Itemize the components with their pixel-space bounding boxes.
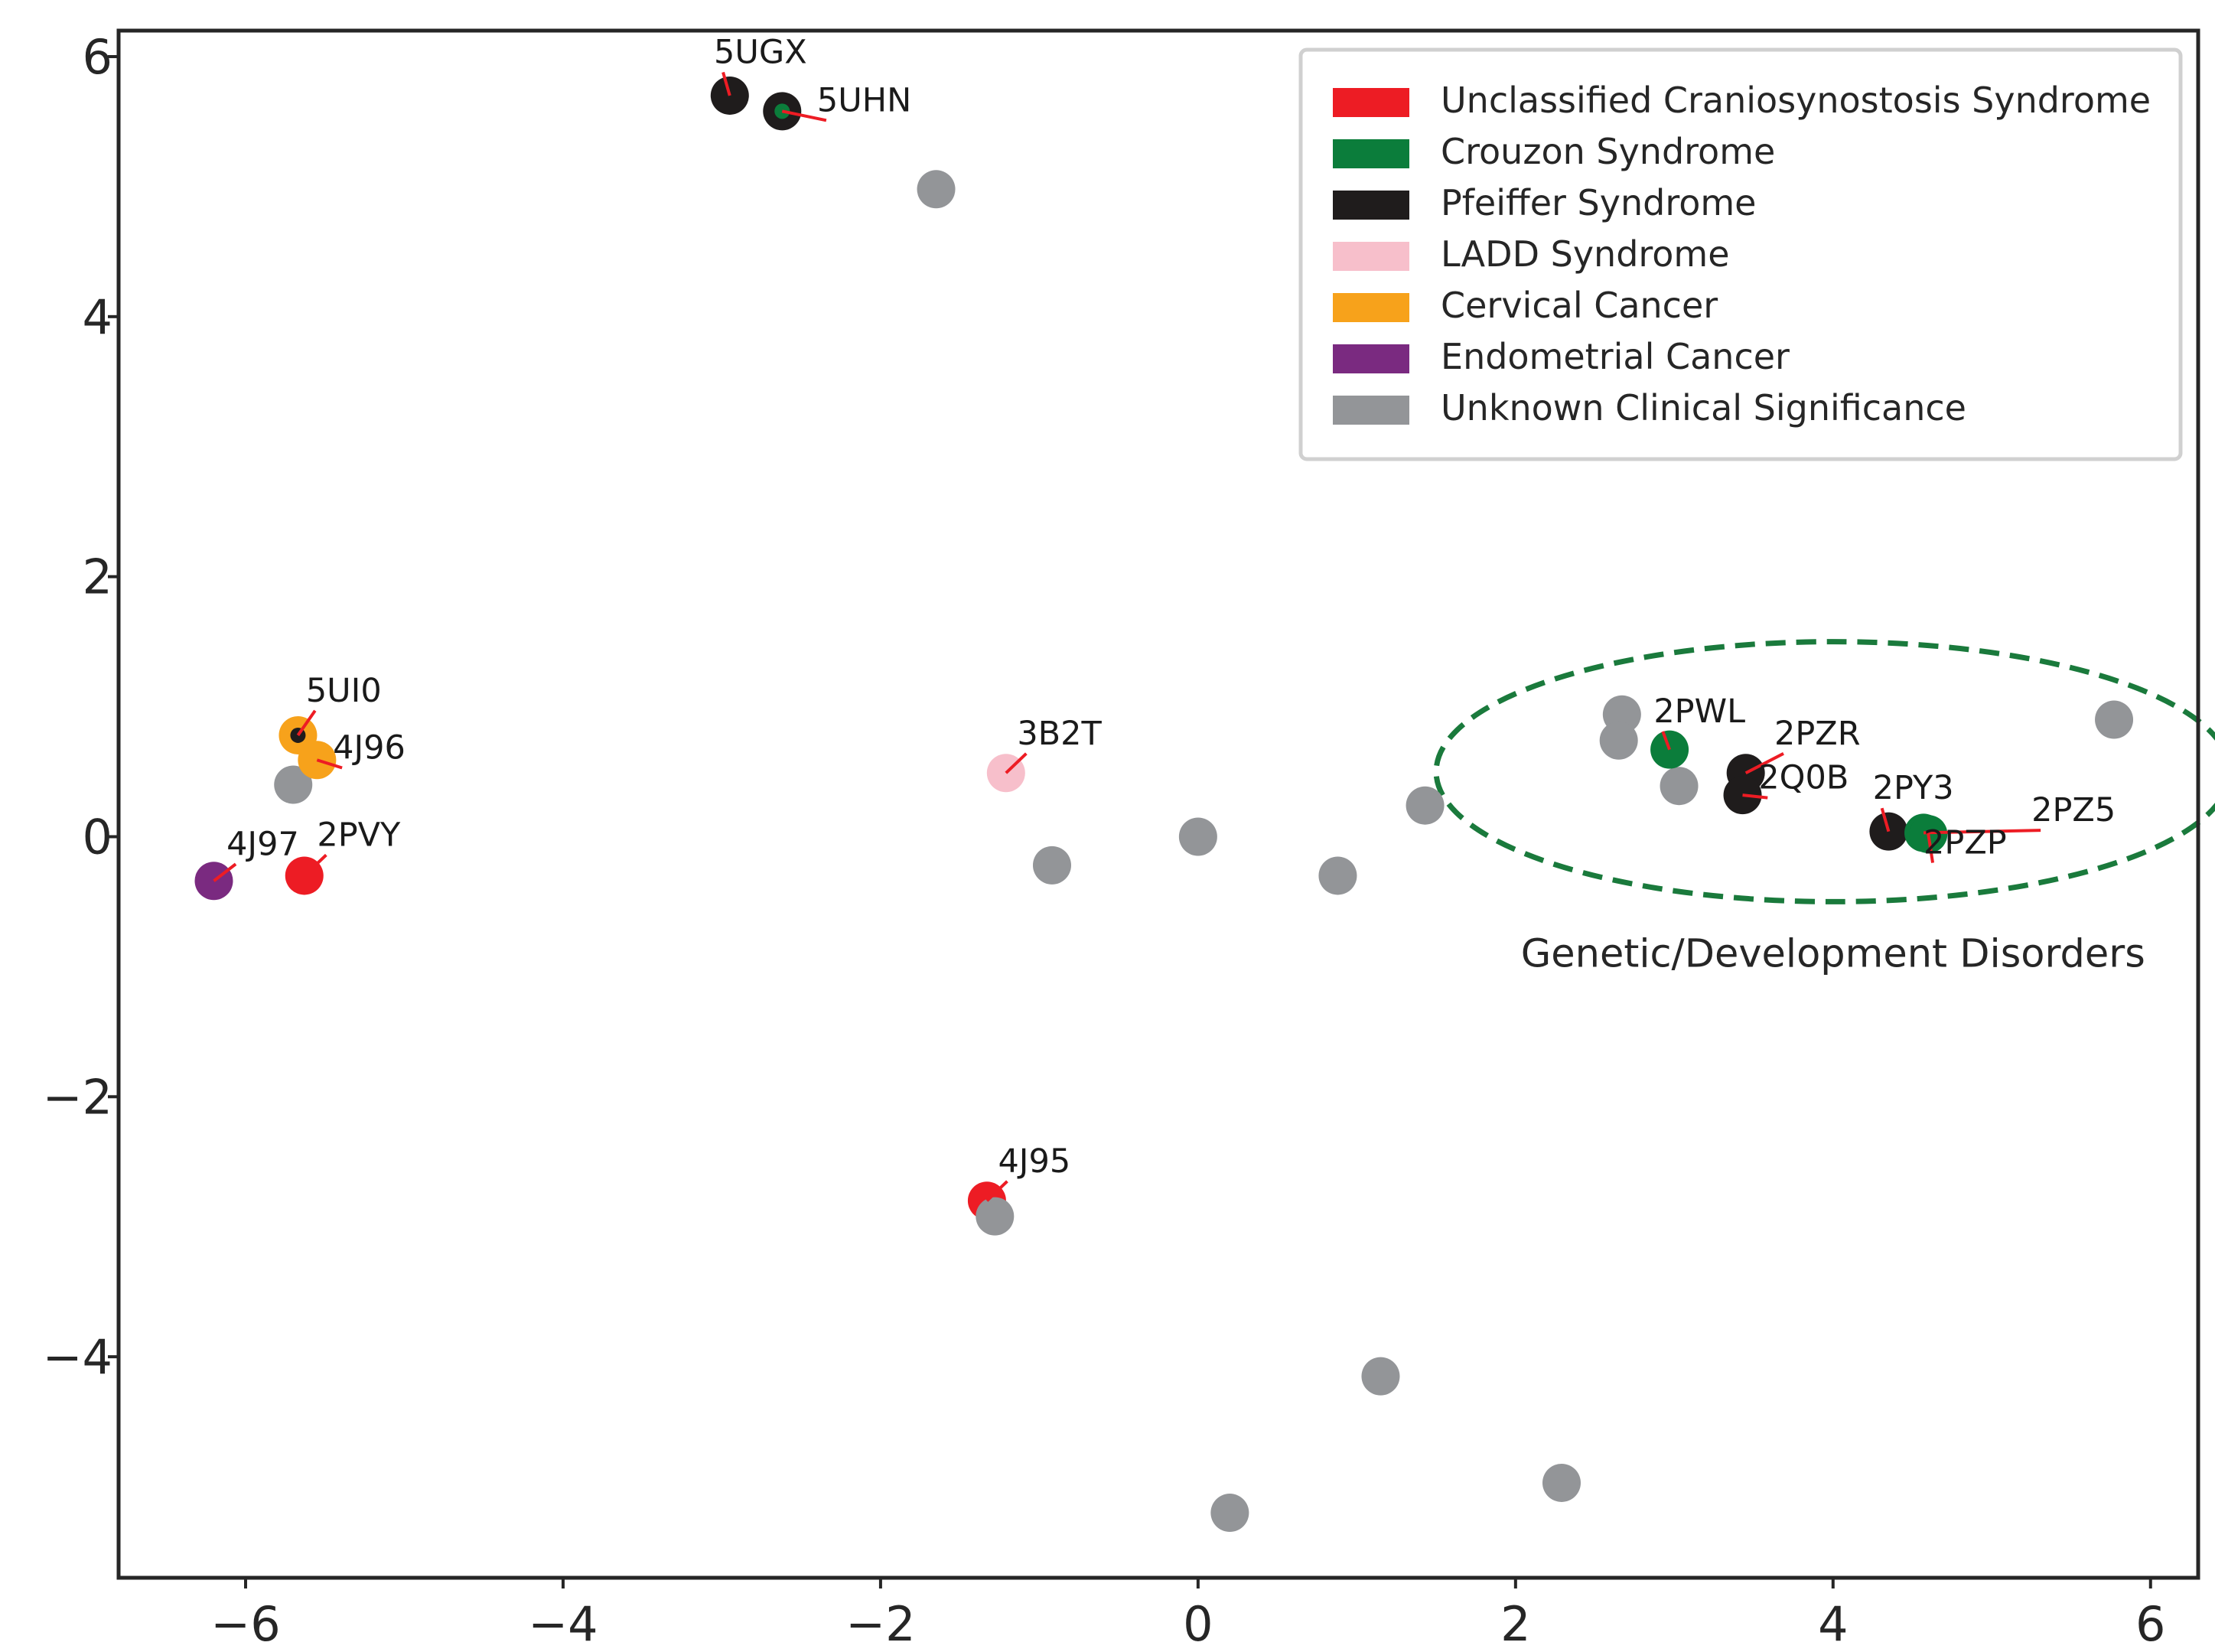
x-tick-label: 6	[2135, 1596, 2165, 1652]
annotation-label: 2PWL	[1653, 692, 1745, 731]
annotation-label: 2PZ5	[2031, 791, 2116, 829]
annotation-line	[1661, 731, 1671, 751]
x-tick-label: −2	[845, 1596, 915, 1652]
x-tick-label: −6	[210, 1596, 280, 1652]
y-tick-label: 2	[83, 549, 112, 605]
legend-swatch-crouzon	[1333, 139, 1409, 168]
x-tick-label: 0	[1183, 1596, 1213, 1652]
legend-swatch-ladd	[1333, 242, 1409, 271]
annotation-line	[213, 862, 237, 882]
scatter-point-unknown	[1660, 767, 1699, 806]
annotation-layer: 5UGX 5UHN 5UI0 4J96 4J97 2PVY 3B2T 4J95 2PWL 2PZR…	[213, 33, 2116, 1202]
annotation-label: 3B2T	[1017, 715, 1102, 753]
annotation-label: 2PY3	[1873, 769, 1954, 807]
region-layer: Genetic/Development Disorders	[1433, 639, 2215, 976]
annotation-line	[316, 758, 343, 770]
annotation-label: 5UI0	[306, 672, 382, 710]
annotation-label: 4J97	[226, 825, 299, 863]
annotation-line	[1880, 807, 1891, 833]
plot-frame	[116, 28, 2200, 1580]
scatter-point-unknown	[1318, 856, 1357, 895]
annotation-label: 2Q0B	[1758, 759, 1849, 797]
annotation-line	[781, 109, 827, 122]
annotation-line	[1927, 833, 1935, 863]
annotation-label: 2PZP	[1923, 824, 2007, 862]
annotation-line	[1742, 793, 1768, 800]
legend-label-ucs: Unclassified Craniosynostosis Syndrome	[1441, 80, 2151, 121]
legend-label-ladd: LADD Syndrome	[1441, 233, 1730, 275]
annotation-label: 2PZR	[1774, 715, 1861, 753]
legend-label-endometrial: Endometrial Cancer	[1441, 336, 1790, 377]
x-tick-label: 2	[1500, 1596, 1530, 1652]
annotation-label: 4J96	[333, 729, 406, 767]
annotation-label: 4J95	[998, 1142, 1070, 1181]
legend-label-unknown: Unknown Clinical Significance	[1441, 387, 1966, 428]
y-tick-label: −4	[43, 1329, 112, 1385]
scatter-point-unknown	[1599, 721, 1638, 760]
y-tick-label: 0	[83, 809, 112, 865]
scatter-point-unknown	[274, 765, 313, 804]
scatter-point-unknown	[976, 1197, 1015, 1236]
legend-swatch-endometrial	[1333, 344, 1409, 373]
scatter-point-unknown	[1361, 1357, 1400, 1396]
y-tick-label: −2	[43, 1069, 112, 1125]
annotation-line	[985, 1180, 1008, 1202]
legend: Unclassified Craniosynostosis Syndrome Cr…	[1298, 47, 2183, 461]
axes: −6 −4 −2 0 2 4 6 −4 −2 0 2 4 6	[43, 28, 2200, 1652]
annotation-label: 5UHN	[817, 81, 911, 119]
legend-swatch-ucs	[1333, 88, 1409, 117]
region-label: Genetic/Development Disorders	[1521, 931, 2145, 976]
annotation-label: 2PVY	[317, 816, 401, 854]
legend-label-crouzon: Crouzon Syndrome	[1441, 131, 1775, 172]
annotation-line	[1923, 829, 2041, 835]
annotation-line	[1744, 752, 1784, 774]
scatter-point-unknown	[2095, 700, 2134, 739]
legend-label-cervical: Cervical Cancer	[1441, 285, 1718, 326]
annotation-line	[303, 853, 327, 877]
legend-swatch-cervical	[1333, 293, 1409, 322]
annotation-line	[296, 709, 317, 737]
legend-label-pfeiffer: Pfeiffer Syndrome	[1441, 182, 1756, 223]
scatter-point-unknown	[1032, 846, 1071, 885]
scatter-point-unknown	[917, 170, 956, 209]
annotation-line	[722, 71, 731, 96]
scatter-point-unknown	[1210, 1494, 1249, 1533]
scatter-point-unknown	[1542, 1463, 1581, 1502]
x-tick-label: −4	[528, 1596, 598, 1652]
scatter-point-unknown	[1406, 786, 1445, 825]
x-tick-label: 4	[1818, 1596, 1848, 1652]
y-tick-label: 4	[83, 289, 112, 345]
legend-swatch-pfeiffer	[1333, 191, 1409, 220]
region-ellipse	[1433, 639, 2215, 904]
legend-swatch-unknown	[1333, 396, 1409, 425]
legend-box	[1298, 47, 2183, 461]
scatter-point-unknown	[1178, 817, 1217, 856]
y-tick-label: 6	[83, 29, 112, 85]
annotation-line	[1005, 752, 1028, 774]
annotation-label: 5UGX	[714, 33, 807, 71]
